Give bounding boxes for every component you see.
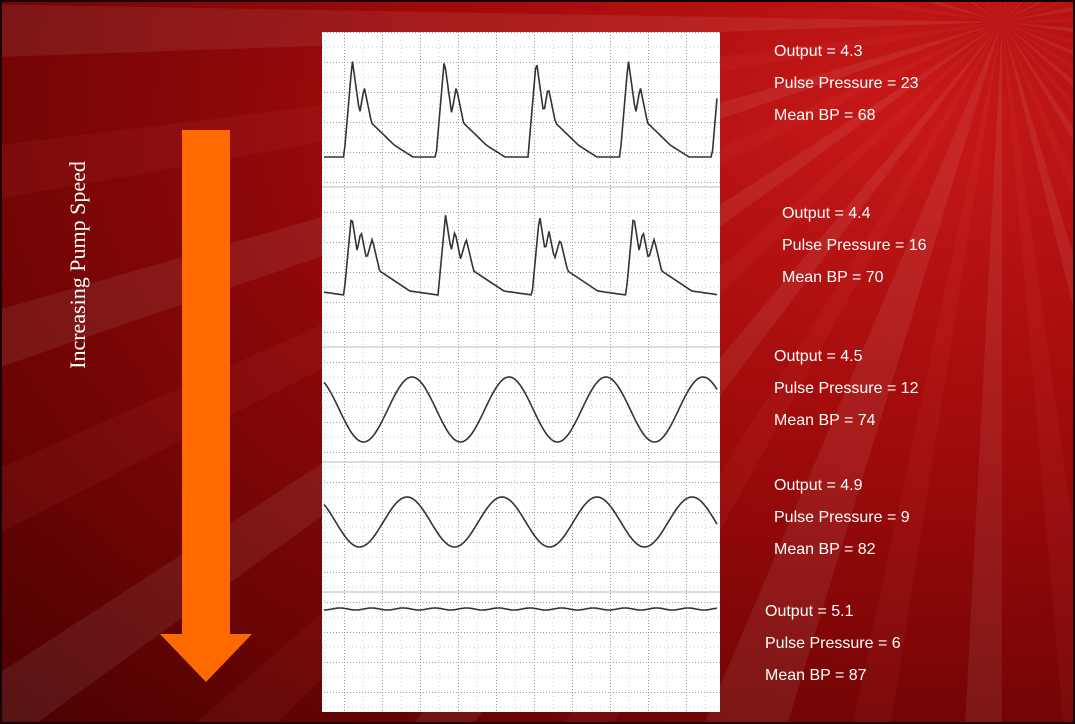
reading-line: Output = 4.9: [774, 477, 863, 494]
side-label: Increasing Pump Speed: [65, 161, 90, 369]
reading-line: Mean BP = 68: [774, 107, 876, 124]
reading-line: Pulse Pressure = 23: [774, 75, 919, 92]
reading-line: Mean BP = 87: [765, 667, 867, 684]
reading-line: Output = 4.4: [782, 205, 871, 222]
reading-line: Mean BP = 70: [782, 269, 884, 286]
reading-line: Mean BP = 82: [774, 541, 876, 558]
reading-line: Mean BP = 74: [774, 412, 876, 429]
slide: Increasing Pump Speed Output = 4.3 Pulse …: [0, 0, 1075, 724]
slide-canvas: Increasing Pump Speed Output = 4.3 Pulse …: [2, 2, 1073, 722]
reading-line: Pulse Pressure = 6: [765, 635, 901, 652]
reading-line: Pulse Pressure = 16: [782, 237, 927, 254]
reading-line: Output = 5.1: [765, 603, 854, 620]
reading-line: Pulse Pressure = 12: [774, 380, 919, 397]
reading-line: Pulse Pressure = 9: [774, 509, 910, 526]
speed-arrow: [160, 130, 252, 682]
reading-line: Output = 4.3: [774, 43, 863, 60]
reading-line: Output = 4.5: [774, 348, 863, 365]
